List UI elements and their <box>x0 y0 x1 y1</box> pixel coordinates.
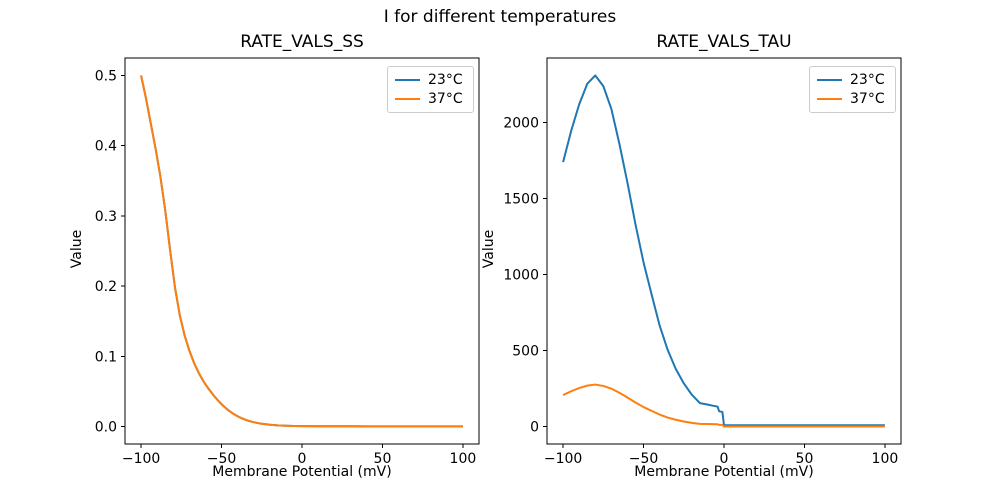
y-tick-label: 0.0 <box>95 419 117 435</box>
series-37c <box>562 383 885 428</box>
y-tick-label: 0.2 <box>95 279 117 295</box>
y-tick-label: 0.4 <box>95 139 117 155</box>
y-tick-label: 500 <box>512 344 539 360</box>
y-tick-label: 1000 <box>503 268 539 284</box>
legend-line-23c <box>817 79 842 82</box>
y-tick-label: 0.5 <box>95 69 117 85</box>
y-tick-label: 0 <box>530 420 539 436</box>
legend-line-23c <box>395 79 420 82</box>
subplot-tau-ylabel: Value <box>481 229 497 269</box>
legend-ss: 23°C 37°C <box>387 66 474 113</box>
x-tick-label: 50 <box>374 451 392 467</box>
x-tick-label: −100 <box>122 451 160 467</box>
subplot-ss-ylabel: Value <box>69 229 85 269</box>
x-tick-label: 0 <box>720 451 729 467</box>
axes-frame <box>546 57 902 445</box>
legend-entry-23c: 23°C <box>395 72 466 88</box>
series-23c <box>562 74 885 427</box>
x-tick-label: −100 <box>544 451 582 467</box>
figure-title: I for different temperatures <box>383 7 617 27</box>
x-tick-label: 100 <box>872 451 899 467</box>
subplot-tau-xlabel: Membrane Potential (mV) <box>634 464 814 480</box>
legend-label-37c: 37°C <box>428 90 463 107</box>
legend-tau: 23°C 37°C <box>809 66 896 113</box>
legend-line-37c <box>395 97 420 100</box>
series-23c <box>140 75 463 428</box>
axes-frame <box>124 57 480 445</box>
x-tick-label: −50 <box>629 451 659 467</box>
legend-label-37c: 37°C <box>850 90 885 107</box>
x-tick-label: 0 <box>298 451 307 467</box>
subplot-ss-xlabel: Membrane Potential (mV) <box>212 464 392 480</box>
legend-entry-37c: 37°C <box>395 91 466 107</box>
x-tick-label: 100 <box>450 451 477 467</box>
y-tick-label: 1500 <box>503 192 539 208</box>
legend-entry-23c: 23°C <box>817 72 888 88</box>
y-tick-label: 2000 <box>503 116 539 132</box>
legend-line-37c <box>817 97 842 100</box>
x-tick-label: −50 <box>207 451 237 467</box>
legend-entry-37c: 37°C <box>817 91 888 107</box>
legend-label-23c: 23°C <box>428 72 463 89</box>
y-tick-label: 0.1 <box>95 349 117 365</box>
legend-label-23c: 23°C <box>850 72 885 89</box>
subplot-tau-title: RATE_VALS_TAU <box>656 32 792 52</box>
y-tick-label: 0.3 <box>95 209 117 225</box>
series-37c <box>140 75 463 428</box>
x-tick-label: 50 <box>796 451 814 467</box>
subplot-ss-title: RATE_VALS_SS <box>240 32 364 52</box>
